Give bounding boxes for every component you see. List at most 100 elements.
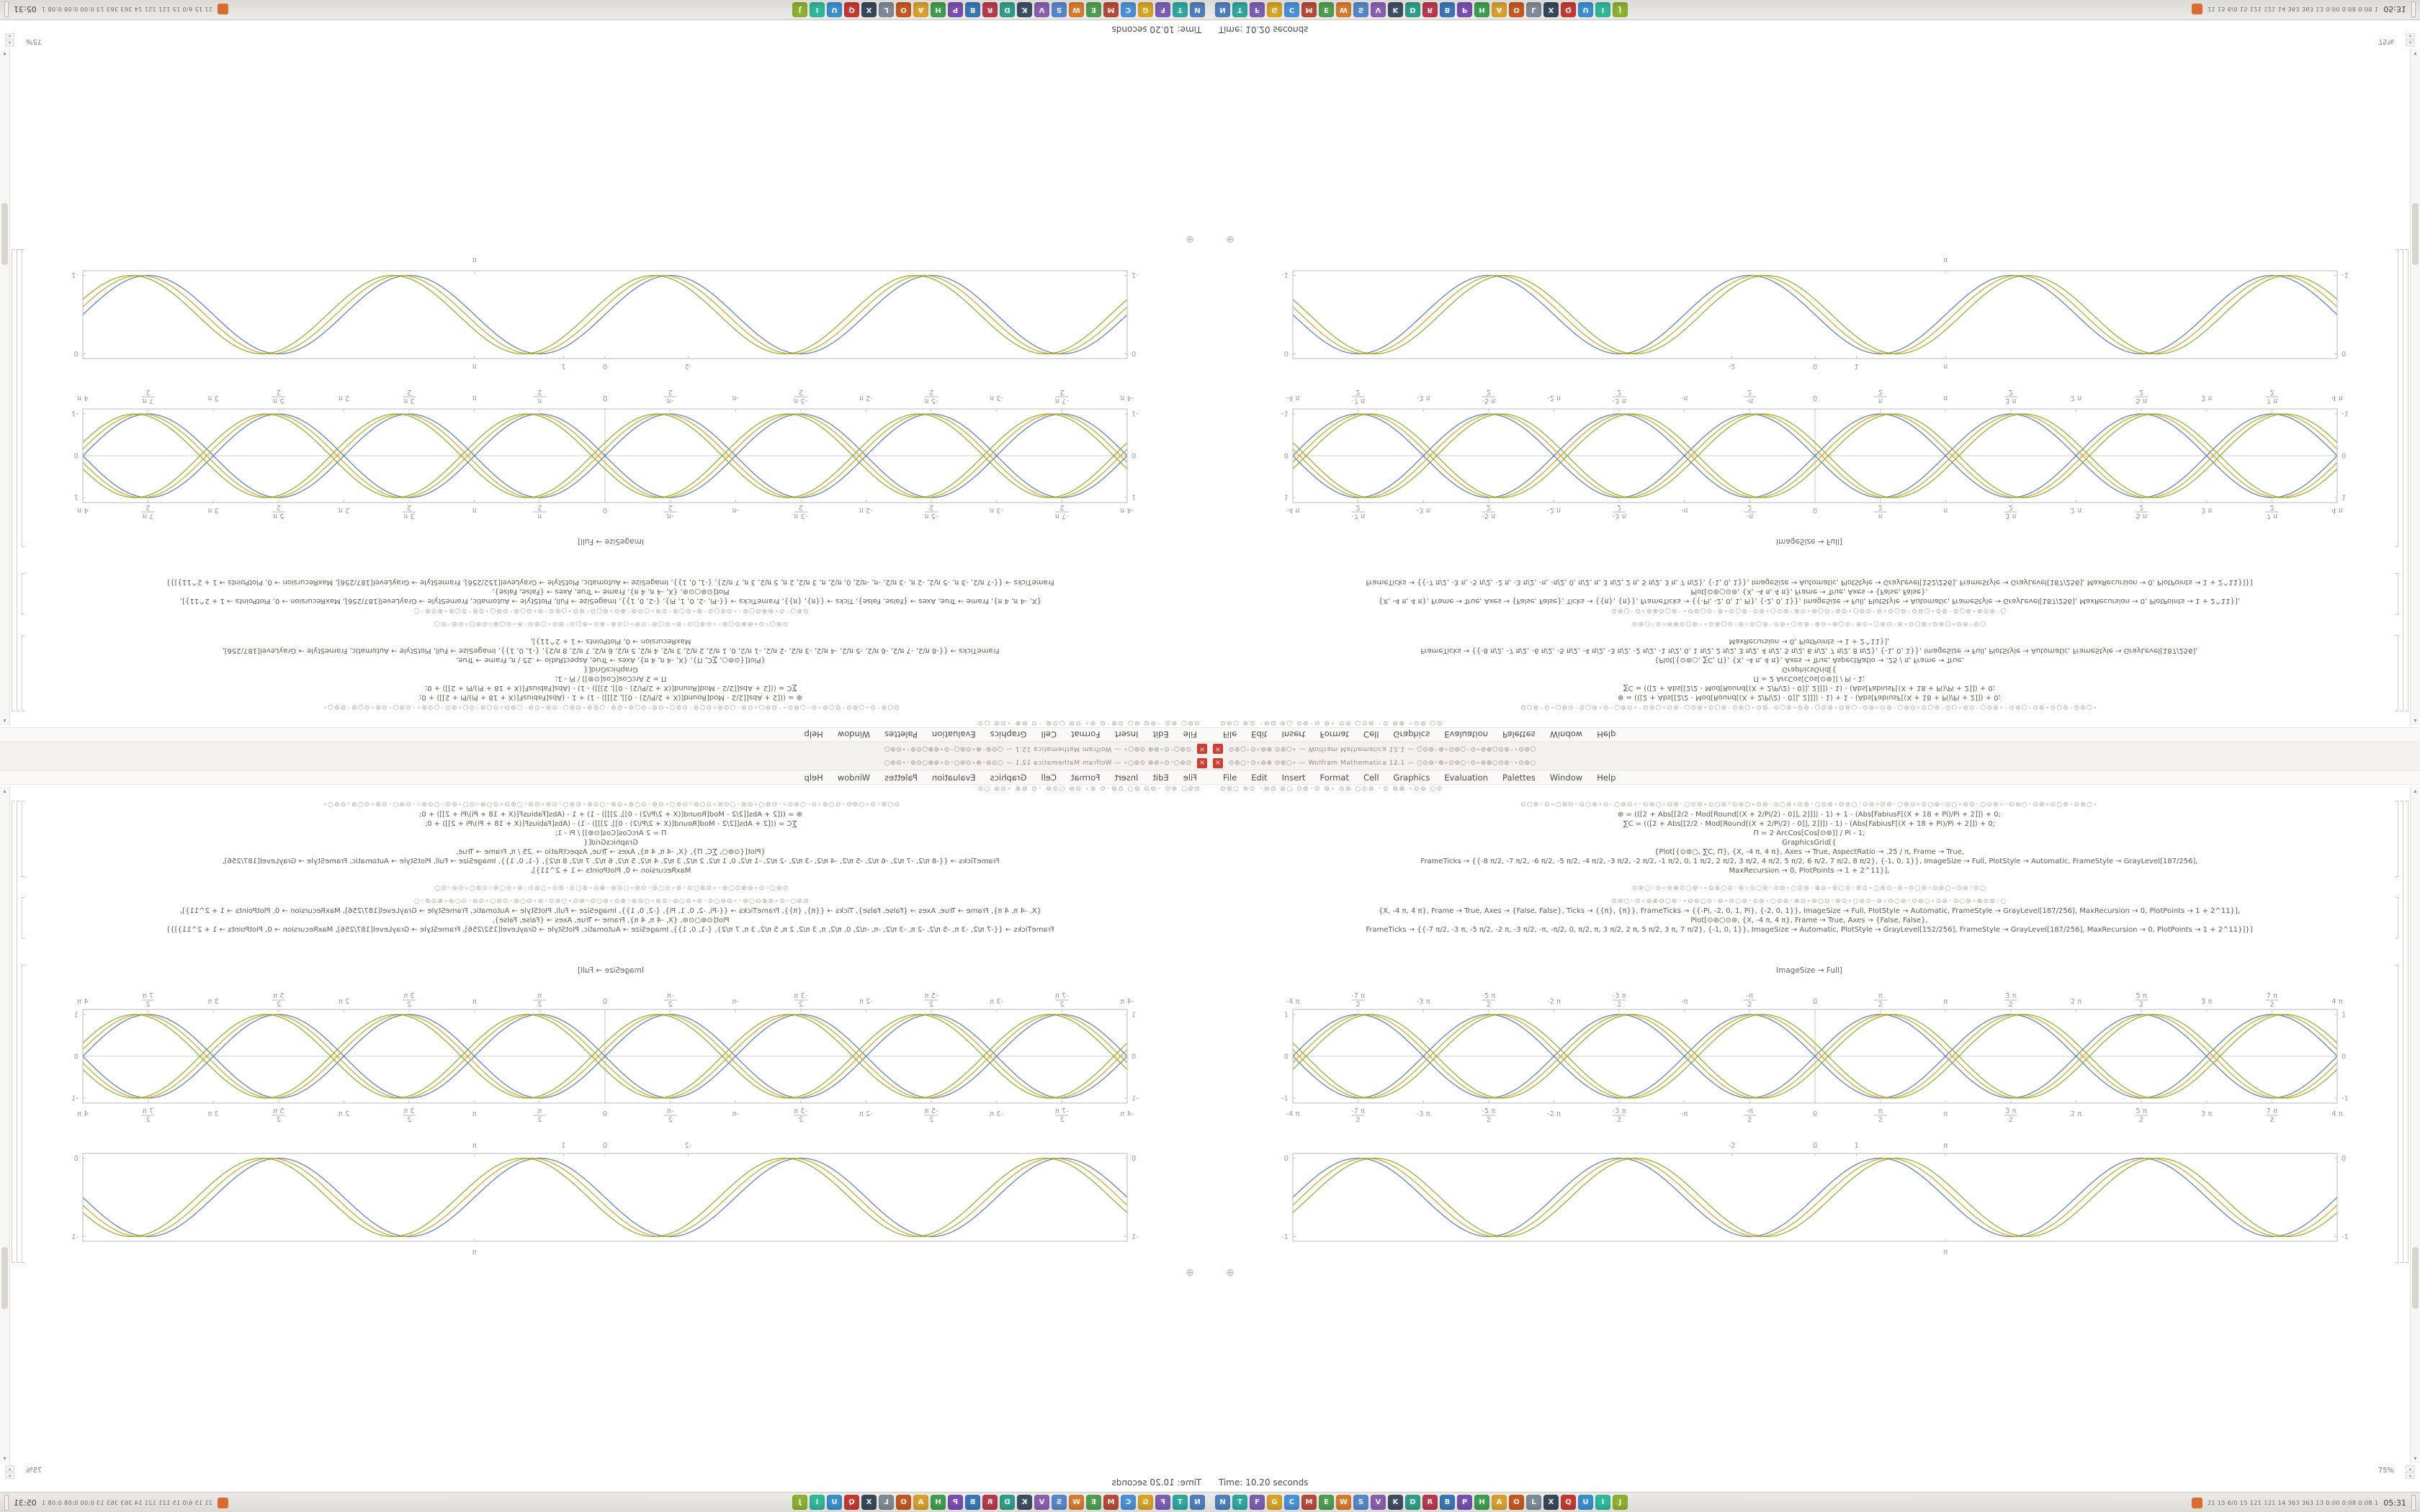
pager-up-icon[interactable]: ▴ bbox=[5, 1465, 14, 1472]
taskbar-app-icon[interactable]: W bbox=[1336, 2, 1351, 17]
taskbar-app-icon[interactable]: I bbox=[1595, 1495, 1610, 1510]
menu-item-evaluation[interactable]: Evaluation bbox=[931, 772, 976, 783]
menu-item-help[interactable]: Help bbox=[1597, 772, 1616, 783]
scroll-up-icon[interactable]: ▴ bbox=[3, 788, 6, 794]
taskbar-app-icon[interactable]: A bbox=[1492, 1495, 1507, 1510]
pager-up-icon[interactable]: ▴ bbox=[5, 40, 14, 47]
taskbar-app-icon[interactable]: V bbox=[1371, 1495, 1386, 1510]
taskbar-app-icon[interactable]: X bbox=[1543, 2, 1559, 17]
taskbar-app-icon[interactable]: P bbox=[1457, 2, 1472, 17]
taskbar-app-icon[interactable]: U bbox=[827, 1495, 842, 1510]
taskbar-app-icon[interactable]: B bbox=[1440, 2, 1455, 17]
taskbar-app-icon[interactable]: N bbox=[1215, 2, 1230, 17]
taskbar-app-icon[interactable]: T bbox=[1173, 2, 1188, 17]
show-desktop-button[interactable] bbox=[2411, 1, 2416, 17]
pager-up-icon[interactable]: ▴ bbox=[2406, 1465, 2415, 1472]
taskbar-app-icon[interactable]: O bbox=[896, 2, 911, 17]
menu-item-evaluation[interactable]: Evaluation bbox=[1444, 772, 1489, 783]
taskbar-app-icon[interactable]: A bbox=[913, 2, 928, 17]
taskbar-app-icon[interactable]: S bbox=[1052, 2, 1067, 17]
cell-bracket-outer[interactable] bbox=[2405, 801, 2408, 1263]
taskbar-app-icon[interactable]: W bbox=[1069, 2, 1084, 17]
scroll-down-icon[interactable]: ▾ bbox=[2414, 50, 2417, 57]
taskbar-app-icon[interactable]: N bbox=[1215, 1495, 1230, 1510]
taskbar-app-icon[interactable]: S bbox=[1353, 1495, 1368, 1510]
menu-item-cell[interactable]: Cell bbox=[1363, 729, 1379, 740]
cell-bracket-output[interactable] bbox=[2395, 249, 2398, 547]
menu-item-evaluation[interactable]: Evaluation bbox=[931, 729, 976, 740]
taskbar-app-icon[interactable]: I bbox=[1595, 2, 1610, 17]
zoom-control[interactable]: 75% bbox=[26, 37, 42, 45]
scrollbar-thumb[interactable] bbox=[2412, 203, 2419, 265]
window-close-button[interactable]: × bbox=[1213, 758, 1223, 768]
taskbar-app-icon[interactable]: I bbox=[810, 1495, 825, 1510]
zoom-control[interactable]: 75% bbox=[2378, 37, 2394, 45]
pager-up-icon[interactable]: ▴ bbox=[2406, 40, 2415, 47]
window-close-button[interactable]: × bbox=[1213, 744, 1223, 754]
taskbar-app-icon[interactable]: D bbox=[1000, 2, 1015, 17]
vertical-scrollbar[interactable]: ▴ ▾ bbox=[0, 49, 10, 726]
menu-item-window[interactable]: Window bbox=[837, 772, 871, 783]
taskbar-app-icon[interactable]: C bbox=[1121, 2, 1136, 17]
menu-item-format[interactable]: Format bbox=[1070, 772, 1101, 783]
menu-item-file[interactable]: File bbox=[1223, 772, 1237, 783]
input-cell-1[interactable]: ⊙○⊚◦⊙∘○⊚⊙◦⊙○⊚∘⊙◦○⊚⊙∘◦⊙⊚○∘⊙⊚◦○⊙⊚∘⊙○⊚◦⊙⊚○∘… bbox=[1210, 801, 2408, 876]
menu-item-insert[interactable]: Insert bbox=[1281, 729, 1306, 740]
taskbar-app-icon[interactable]: B bbox=[965, 1495, 980, 1510]
taskbar-app-icon[interactable]: W bbox=[1336, 1495, 1351, 1510]
scroll-up-icon[interactable]: ▴ bbox=[3, 718, 6, 724]
show-desktop-button[interactable] bbox=[2411, 1495, 2416, 1511]
menu-item-help[interactable]: Help bbox=[804, 772, 823, 783]
taskbar-app-icon[interactable]: H bbox=[1474, 1495, 1489, 1510]
taskbar-app-icon[interactable]: A bbox=[913, 1495, 928, 1510]
taskbar-app-icon[interactable]: C bbox=[1121, 1495, 1136, 1510]
zoom-control[interactable]: 75% bbox=[2378, 1467, 2394, 1475]
vertical-scrollbar[interactable]: ▴ ▾ bbox=[2410, 786, 2420, 1463]
cell-bracket-group[interactable] bbox=[2400, 249, 2403, 711]
cell-bracket-input-2[interactable] bbox=[22, 897, 25, 939]
taskbar-app-icon[interactable]: A bbox=[1492, 2, 1507, 17]
menu-item-graphics[interactable]: Graphics bbox=[1393, 729, 1430, 740]
input-cell-2[interactable]: ⊙⊚○◦⊙∘⊚⊕⊙○⊚◦∘⊙⊚○⊙◦⊚∘⊙○⊚◦⊙⊚∘○⊙⊚◦⊕⊙∘⊚○⊙◦⊚⊙… bbox=[12, 897, 1210, 935]
taskbar-app-icon[interactable]: Q bbox=[1561, 2, 1576, 17]
cell-bracket-group[interactable] bbox=[2400, 801, 2403, 1263]
tray-notification-icon[interactable] bbox=[218, 1497, 228, 1508]
menu-item-evaluation[interactable]: Evaluation bbox=[1444, 729, 1489, 740]
taskbar-app-icon[interactable]: F bbox=[1250, 1495, 1265, 1510]
vertical-scrollbar[interactable]: ▴ ▾ bbox=[2410, 49, 2420, 726]
taskbar-app-icon[interactable]: M bbox=[1103, 1495, 1119, 1510]
scrollbar-thumb[interactable] bbox=[2412, 1247, 2419, 1309]
cell-bracket-outer[interactable] bbox=[12, 801, 15, 1263]
taskbar-app-icon[interactable]: T bbox=[1173, 1495, 1188, 1510]
taskbar-app-icon[interactable]: H bbox=[931, 2, 946, 17]
vertical-scrollbar[interactable]: ▴ ▾ bbox=[0, 786, 10, 1463]
tray-notification-icon[interactable] bbox=[2192, 4, 2202, 15]
taskbar-app-icon[interactable]: V bbox=[1371, 2, 1386, 17]
menu-item-insert[interactable]: Insert bbox=[1114, 729, 1139, 740]
taskbar-app-icon[interactable]: G bbox=[1138, 1495, 1153, 1510]
menu-item-format[interactable]: Format bbox=[1319, 729, 1350, 740]
taskbar-app-icon[interactable]: G bbox=[1138, 2, 1153, 17]
taskbar-app-icon[interactable]: T bbox=[1232, 1495, 1247, 1510]
cell-insertion-icon[interactable]: ⊕ bbox=[1226, 1267, 1234, 1279]
menu-item-palettes[interactable]: Palettes bbox=[884, 729, 918, 740]
menu-item-window[interactable]: Window bbox=[837, 729, 871, 740]
taskbar-app-icon[interactable]: O bbox=[1509, 2, 1524, 17]
cell-bracket-input-1[interactable] bbox=[22, 801, 25, 877]
scrollbar-thumb[interactable] bbox=[1, 203, 8, 265]
taskbar-app-icon[interactable]: D bbox=[1405, 2, 1420, 17]
menu-item-edit[interactable]: Edit bbox=[1152, 772, 1169, 783]
scroll-down-icon[interactable]: ▾ bbox=[3, 1455, 6, 1462]
scroll-down-icon[interactable]: ▾ bbox=[3, 50, 6, 57]
taskbar-app-icon[interactable]: K bbox=[1388, 2, 1403, 17]
taskbar-app-icon[interactable]: X bbox=[861, 2, 877, 17]
cell-insertion-icon[interactable]: ⊕ bbox=[1186, 233, 1194, 245]
menu-item-help[interactable]: Help bbox=[1597, 729, 1616, 740]
taskbar-app-icon[interactable]: R bbox=[1422, 2, 1438, 17]
show-desktop-button[interactable] bbox=[4, 1, 9, 17]
taskbar-app-icon[interactable]: Q bbox=[1561, 1495, 1576, 1510]
cell-bracket-input-2[interactable] bbox=[22, 573, 25, 615]
cell-bracket-input-1[interactable] bbox=[2395, 801, 2398, 877]
taskbar-app-icon[interactable]: P bbox=[948, 1495, 963, 1510]
menu-item-insert[interactable]: Insert bbox=[1114, 772, 1139, 783]
